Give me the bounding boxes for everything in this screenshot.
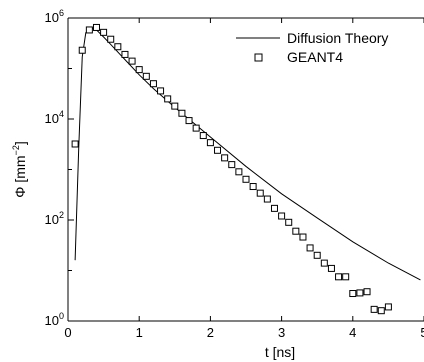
geant4-point (221, 154, 229, 162)
x-tick-label: 0 (64, 325, 71, 340)
geant4-point (92, 23, 100, 31)
y-axis-label: Φ [mm−2] (11, 141, 28, 197)
geant4-point (149, 80, 157, 88)
geant4-point (407, 353, 413, 359)
geant4-point (256, 189, 264, 197)
geant4-point (192, 124, 200, 132)
geant4-point (356, 289, 364, 297)
geant4-point (171, 102, 179, 110)
legend-marker-swatch (254, 53, 263, 62)
geant4-point (85, 26, 93, 34)
geant4-point (285, 218, 293, 226)
geant4-point (335, 273, 343, 281)
geant4-point (414, 353, 420, 359)
geant4-point (292, 227, 300, 235)
series-1 (71, 23, 420, 359)
y-tick-label: 104 (45, 109, 64, 126)
geant4-point (313, 251, 321, 259)
geant4-point (185, 117, 193, 125)
geant4-point (249, 183, 257, 191)
geant4-point (142, 72, 150, 80)
diffusion-theory-line (74, 27, 421, 281)
geant4-point (121, 50, 129, 58)
geant4-point (135, 66, 143, 74)
legend: Diffusion Theory GEANT4 (236, 30, 388, 65)
geant4-point (78, 46, 86, 54)
plot-area (71, 23, 421, 359)
geant4-point (270, 204, 278, 212)
x-axis-label: t [ns] (265, 344, 295, 360)
geant4-point (393, 323, 399, 329)
x-tick-label: 3 (278, 325, 285, 340)
geant4-point (400, 323, 406, 329)
geant4-point (157, 87, 165, 95)
y-tick-label: 106 (45, 8, 64, 25)
x-tick-label: 4 (349, 325, 356, 340)
geant4-point (164, 95, 172, 103)
geant4-point (242, 175, 250, 183)
geant4-point (342, 273, 350, 281)
geant4-point (100, 28, 108, 36)
geant4-point (71, 140, 79, 148)
y-tick-label: 102 (45, 210, 64, 227)
geant4-point (206, 139, 214, 147)
geant4-point (306, 244, 314, 252)
series-0 (74, 27, 421, 281)
geant4-point (214, 146, 222, 154)
legend-label-diffusion: Diffusion Theory (287, 30, 388, 46)
geant4-point (128, 57, 136, 65)
geant4-point (263, 195, 271, 203)
geant4-point (228, 161, 236, 169)
geant4-point (370, 305, 378, 313)
geant4-point (363, 288, 371, 296)
x-tick-label: 1 (136, 325, 143, 340)
geant4-point (107, 35, 115, 43)
geant4-point (384, 303, 392, 311)
geant4-point (278, 212, 286, 220)
geant4-point (114, 43, 122, 51)
x-tick-label: 2 (207, 325, 214, 340)
geant4-point (235, 168, 243, 176)
legend-label-geant4: GEANT4 (287, 49, 343, 65)
geant4-point (327, 264, 335, 272)
axes: 0 1 2 3 4 5 100 102 104 106 t [ns] Φ [mm−2] (11, 8, 424, 360)
geant4-point (178, 109, 186, 117)
geant4-point (377, 307, 385, 315)
x-tick-label: 5 (420, 325, 424, 340)
geant4-point (349, 290, 357, 298)
geant4-point (199, 132, 207, 140)
geant4-point (299, 233, 307, 241)
y-tick-label: 100 (45, 311, 64, 328)
geant4-point (320, 259, 328, 267)
